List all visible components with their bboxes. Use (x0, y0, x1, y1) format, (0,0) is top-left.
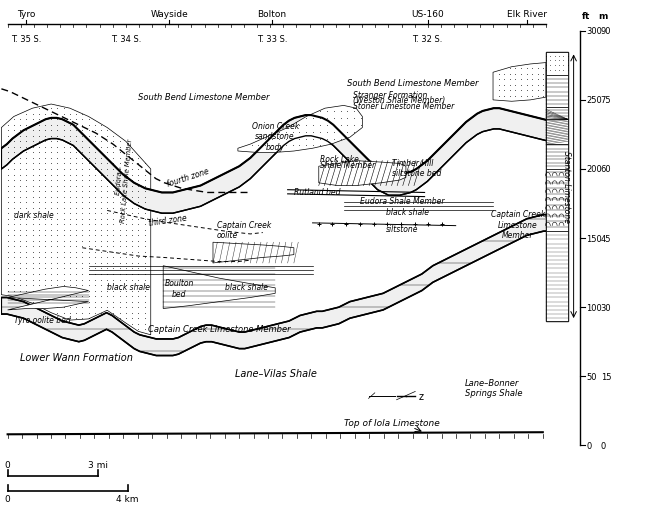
Text: ft: ft (582, 12, 591, 21)
Bar (546, 120, 567, 145)
Text: South Bend Limestone Member: South Bend Limestone Member (138, 93, 270, 102)
Text: Lane–Bonner
Springs Shale: Lane–Bonner Springs Shale (465, 378, 523, 397)
Text: 0: 0 (5, 460, 10, 469)
Polygon shape (213, 243, 294, 264)
Polygon shape (8, 287, 88, 310)
Text: T. 35 S.: T. 35 S. (11, 34, 42, 43)
Text: 150: 150 (586, 234, 602, 243)
Text: Onion Creek
sandstone
body: Onion Creek sandstone body (252, 122, 299, 152)
Polygon shape (1, 105, 151, 335)
Text: South Bend Limestone Member: South Bend Limestone Member (347, 79, 478, 88)
Polygon shape (493, 64, 546, 102)
Text: 0: 0 (586, 441, 592, 450)
Text: m: m (599, 12, 608, 21)
Text: 90: 90 (601, 27, 611, 36)
Text: 50: 50 (586, 372, 597, 381)
Text: Shale Member: Shale Member (320, 161, 375, 170)
Bar (546, 53, 567, 321)
Text: black shale: black shale (107, 283, 150, 292)
Text: black shale: black shale (226, 283, 268, 292)
Text: 100: 100 (586, 303, 602, 312)
Text: Tyro: Tyro (17, 10, 36, 19)
Polygon shape (163, 266, 275, 309)
Text: third zone: third zone (148, 214, 187, 228)
Text: Wayside: Wayside (151, 10, 188, 19)
Bar (546, 170, 567, 232)
Text: fourth zone: fourth zone (166, 167, 211, 189)
Text: T. 32 S.: T. 32 S. (413, 34, 443, 43)
Polygon shape (238, 106, 362, 153)
Text: 300: 300 (586, 27, 603, 36)
Text: (Weston Shale Member): (Weston Shale Member) (353, 96, 445, 105)
Text: Captain Creek Limestone Member: Captain Creek Limestone Member (148, 324, 291, 333)
Text: Boulton
bed: Boulton bed (164, 279, 194, 298)
Polygon shape (1, 109, 549, 214)
Text: Rutland bed: Rutland bed (294, 187, 341, 196)
Bar (546, 108, 567, 120)
Text: siltstone: siltstone (386, 224, 419, 233)
Text: 15: 15 (601, 372, 611, 381)
Bar (546, 53, 567, 76)
Text: 3 mi: 3 mi (88, 460, 108, 469)
Text: z: z (419, 391, 423, 401)
Text: US-160: US-160 (411, 10, 444, 19)
Text: T. 34 S.: T. 34 S. (111, 34, 141, 43)
Text: 0: 0 (601, 441, 606, 450)
Polygon shape (1, 215, 549, 356)
Text: Stanton Limestone: Stanton Limestone (562, 151, 571, 223)
Text: 200: 200 (586, 165, 602, 174)
Polygon shape (1, 130, 549, 339)
Bar (546, 232, 567, 321)
Text: Eudora Shale Member: Eudora Shale Member (361, 197, 445, 206)
Text: Timber Hill
siltstone bed: Timber Hill siltstone bed (392, 159, 441, 178)
Text: Captain Creek
Limestone
Member: Captain Creek Limestone Member (491, 210, 545, 240)
Text: 75: 75 (601, 96, 611, 105)
Text: dark shale: dark shale (14, 211, 53, 220)
Text: Lower Wann Formation: Lower Wann Formation (20, 352, 133, 362)
Text: Bolton: Bolton (257, 10, 287, 19)
Text: Eudora –
Rock Lake Shale Member: Eudora – Rock Lake Shale Member (112, 138, 133, 223)
Text: Stoner Limestone Member: Stoner Limestone Member (353, 102, 454, 110)
Bar (546, 145, 567, 170)
Text: T. 33 S.: T. 33 S. (257, 34, 287, 43)
Text: 4 km: 4 km (116, 494, 139, 502)
Text: Rock Lake: Rock Lake (320, 155, 359, 164)
Text: 30: 30 (601, 303, 611, 312)
Text: Top of Iola Limestone: Top of Iola Limestone (344, 419, 439, 428)
Text: Stranger Formation: Stranger Formation (353, 90, 428, 99)
Text: 60: 60 (601, 165, 611, 174)
Text: Captain Creek
oolite: Captain Creek oolite (216, 221, 271, 240)
Bar (546, 76, 567, 108)
Text: 250: 250 (586, 96, 602, 105)
Text: black shale: black shale (386, 208, 429, 217)
Text: 0: 0 (5, 494, 10, 502)
Text: Lane–Vilas Shale: Lane–Vilas Shale (235, 369, 317, 379)
Text: 45: 45 (601, 234, 611, 243)
Text: Elk River: Elk River (507, 10, 547, 19)
Polygon shape (318, 162, 406, 186)
Text: Tyro oolite bed: Tyro oolite bed (14, 316, 71, 325)
